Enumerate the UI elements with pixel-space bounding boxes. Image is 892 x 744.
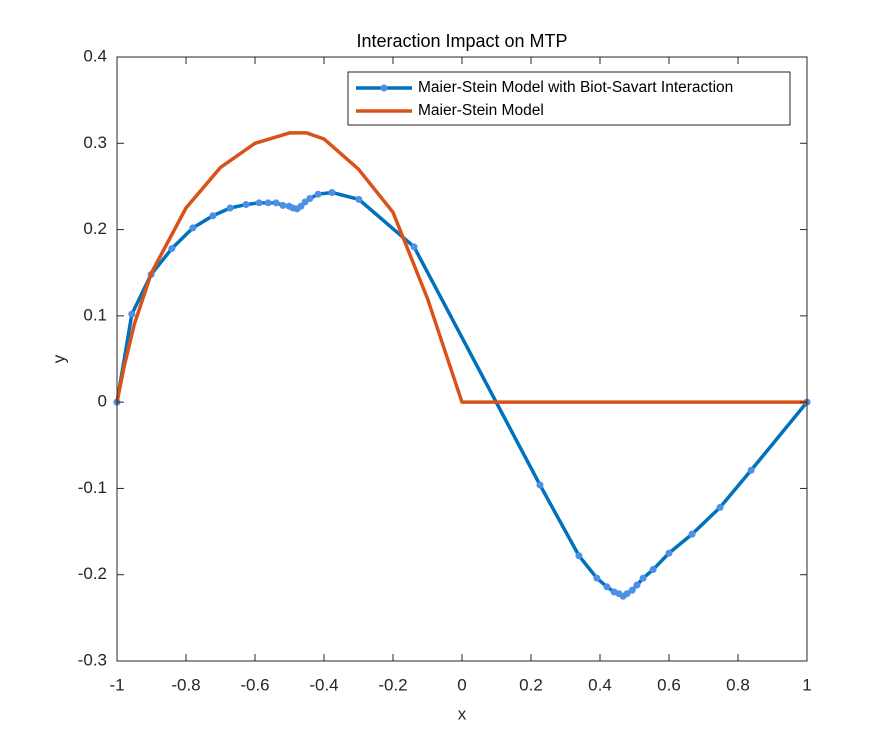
data-point	[603, 583, 611, 591]
data-point	[272, 199, 280, 207]
data-point	[633, 581, 641, 589]
data-point	[575, 552, 583, 560]
x-tick-label: -0.8	[171, 675, 200, 694]
plot	[113, 131, 811, 600]
data-point	[242, 201, 250, 209]
data-point	[328, 188, 336, 196]
data-point	[639, 574, 647, 582]
series-line	[115, 131, 807, 404]
legend-label: Maier-Stein Model	[418, 102, 544, 119]
data-point	[189, 224, 197, 232]
data-point	[623, 590, 631, 598]
data-point	[410, 243, 418, 251]
data-point	[536, 481, 544, 489]
y-tick-label: 0.4	[83, 46, 107, 65]
data-point	[716, 503, 724, 511]
data-point	[226, 204, 234, 212]
y-axis-label: y	[49, 354, 68, 363]
legend: Maier-Stein Model with Biot-Savart Inter…	[347, 71, 791, 126]
y-tick-label: 0.2	[83, 219, 107, 238]
data-point	[688, 530, 696, 538]
x-tick-label: 0.4	[588, 675, 612, 694]
data-point	[665, 549, 673, 557]
x-tick-label: 0.8	[726, 675, 750, 694]
data-point	[209, 212, 217, 220]
data-point	[649, 566, 657, 574]
x-tick-label: -1	[109, 675, 124, 694]
data-point	[593, 574, 601, 582]
y-tick-label: 0.1	[83, 305, 107, 324]
legend-box	[347, 71, 791, 126]
x-tick-label: -0.6	[240, 675, 269, 694]
data-point	[255, 199, 263, 207]
x-tick-label: 0	[457, 675, 466, 694]
data-point	[747, 466, 755, 474]
data-point	[168, 245, 176, 253]
y-tick-label: -0.2	[78, 564, 107, 583]
y-tick-label: 0	[98, 392, 107, 411]
x-tick-label: 0.2	[519, 675, 543, 694]
chart-title: Interaction Impact on MTP	[356, 31, 567, 51]
x-tick-label: -0.2	[378, 675, 407, 694]
data-point	[628, 586, 636, 594]
data-point	[297, 202, 305, 210]
x-tick-label: 1	[802, 675, 811, 694]
x-axis-label: x	[458, 704, 467, 723]
plot-area	[117, 57, 807, 661]
y-tick-label: -0.3	[78, 650, 107, 669]
x-tick-label: -0.4	[309, 675, 338, 694]
legend-marker	[380, 84, 388, 92]
y-tick-label: 0.3	[83, 133, 107, 152]
data-point	[301, 198, 309, 206]
data-point	[264, 199, 272, 207]
data-point	[306, 195, 314, 203]
legend-label: Maier-Stein Model with Biot-Savart Inter…	[418, 79, 733, 96]
data-point	[279, 201, 287, 209]
data-point	[128, 310, 136, 318]
data-point	[355, 195, 363, 203]
y-tick-label: -0.1	[78, 478, 107, 497]
x-tick-label: 0.6	[657, 675, 681, 694]
data-point	[314, 190, 322, 198]
